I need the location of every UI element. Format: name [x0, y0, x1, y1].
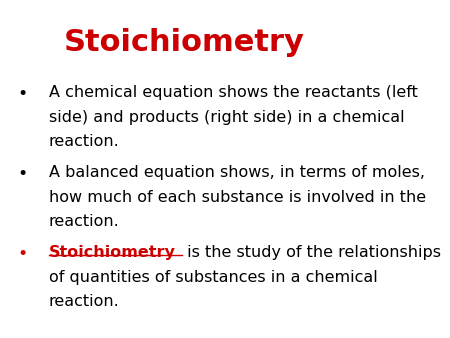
Text: is the study of the relationships: is the study of the relationships	[181, 245, 441, 261]
Text: reaction.: reaction.	[49, 134, 120, 149]
Text: of quantities of substances in a chemical: of quantities of substances in a chemica…	[49, 270, 378, 285]
Text: •: •	[18, 245, 28, 263]
Text: •: •	[18, 85, 28, 103]
Text: •: •	[18, 165, 28, 183]
Text: A chemical equation shows the reactants (left: A chemical equation shows the reactants …	[49, 85, 418, 100]
Text: how much of each substance is involved in the: how much of each substance is involved i…	[49, 190, 426, 205]
Text: side) and products (right side) in a chemical: side) and products (right side) in a che…	[49, 110, 405, 125]
Text: reaction.: reaction.	[49, 214, 120, 229]
Text: Stoichiometry: Stoichiometry	[49, 245, 176, 261]
Text: Stoichiometry: Stoichiometry	[63, 28, 304, 57]
Text: reaction.: reaction.	[49, 294, 120, 309]
Text: A balanced equation shows, in terms of moles,: A balanced equation shows, in terms of m…	[49, 165, 425, 180]
